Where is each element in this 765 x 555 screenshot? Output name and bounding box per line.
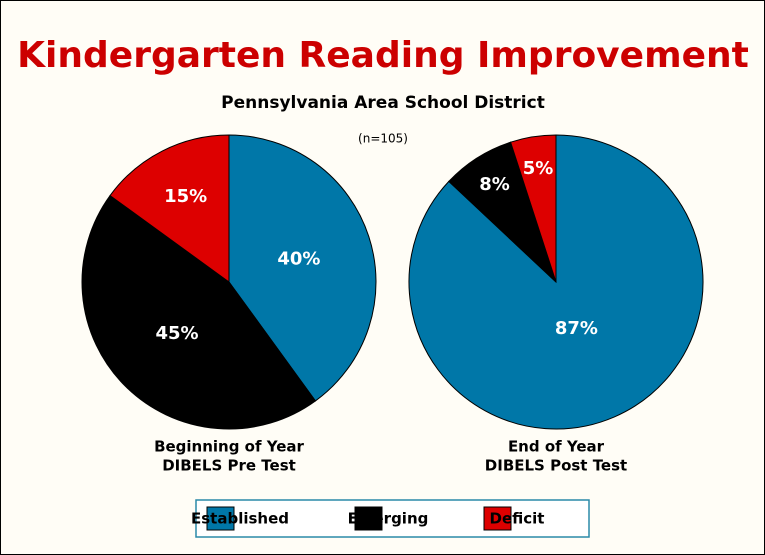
legend-label: Deficit bbox=[490, 510, 545, 528]
slice-label: 15% bbox=[164, 186, 207, 207]
legend-swatch bbox=[354, 506, 383, 531]
slice-label: 87% bbox=[555, 318, 598, 339]
pie-slice bbox=[228, 134, 377, 402]
legend-swatch bbox=[483, 506, 512, 531]
legend-label: Established bbox=[191, 510, 289, 528]
pie-caption: End of Year bbox=[508, 438, 605, 456]
slice-label: 5% bbox=[523, 158, 554, 179]
pie-slice bbox=[81, 194, 317, 430]
pie-caption: DIBELS Pre Test bbox=[162, 457, 296, 475]
pie-caption: DIBELS Post Test bbox=[485, 457, 627, 475]
subtitle: Pennsylvania Area School District bbox=[221, 93, 545, 113]
legend-swatch bbox=[206, 506, 235, 531]
legend-label: Emerging bbox=[348, 510, 429, 528]
pie-caption: Beginning of Year bbox=[154, 438, 304, 456]
slice-label: 45% bbox=[155, 323, 198, 344]
title: Kindergarten Reading Improvement bbox=[17, 35, 749, 76]
legend-box bbox=[195, 499, 590, 538]
note: (n=105) bbox=[358, 132, 408, 146]
slice-label: 8% bbox=[479, 174, 510, 195]
pie-slice bbox=[509, 134, 557, 283]
slice-label: 40% bbox=[277, 248, 320, 269]
pie-slice bbox=[109, 134, 230, 283]
